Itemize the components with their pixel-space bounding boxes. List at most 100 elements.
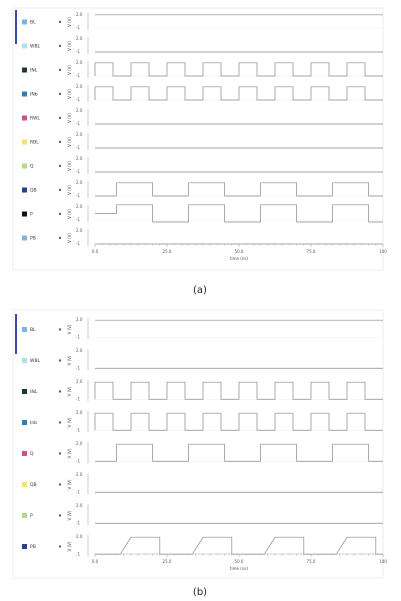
- selection-bar: [15, 314, 17, 354]
- y-tick-label: -1: [76, 365, 80, 370]
- legend-dot: [58, 212, 62, 216]
- legend-dot: [58, 20, 62, 24]
- y-tick-label: -1: [76, 396, 80, 401]
- y-axis-label: V (V): [67, 541, 72, 551]
- legend-swatch: [22, 420, 27, 425]
- signal-name: BL: [30, 327, 36, 333]
- signal-name: INb: [30, 92, 38, 98]
- y-tick-label: 2.0: [76, 132, 83, 137]
- y-tick-label: -1: [76, 145, 80, 150]
- legend-swatch: [22, 451, 27, 456]
- y-axis-label: V (V): [67, 209, 72, 219]
- signal-name: P: [30, 513, 33, 519]
- y-tick-label: -1: [76, 458, 80, 463]
- legend-swatch: [22, 513, 27, 518]
- y-axis-label: V (V): [67, 161, 72, 171]
- signal-name: P: [30, 212, 33, 218]
- selection-bar: [15, 10, 17, 44]
- x-tick-label: 25.0: [163, 559, 172, 564]
- y-tick-label: -1: [76, 121, 80, 126]
- signal-name: Q: [30, 164, 34, 170]
- legend-swatch: [22, 358, 27, 363]
- legend-swatch: [22, 235, 27, 241]
- y-axis-label: V (V): [67, 233, 72, 243]
- y-axis-label: V (V): [67, 137, 72, 147]
- legend-swatch: [22, 115, 27, 121]
- y-tick-label: 2.0: [76, 204, 83, 209]
- x-tick-label: 25.0: [163, 249, 172, 254]
- x-axis-label: time (ns): [230, 256, 248, 261]
- signal-name: QB: [30, 482, 37, 488]
- x-tick-label: 75.0: [307, 249, 316, 254]
- y-tick-label: 2.0: [76, 317, 83, 322]
- signal-name: INL: [30, 389, 38, 395]
- y-tick-label: 2.0: [76, 410, 83, 415]
- waveform: [94, 381, 383, 400]
- legend-swatch: [22, 91, 27, 97]
- y-tick-label: 2.0: [76, 503, 83, 508]
- y-tick-label: 2.0: [76, 348, 83, 353]
- signal-name: QB: [30, 188, 37, 194]
- y-tick-label: -1: [76, 427, 80, 432]
- legend-dot: [58, 452, 62, 455]
- panel-frame: [12, 7, 384, 271]
- legend-dot: [58, 236, 62, 240]
- y-axis-label: V (V): [67, 479, 72, 489]
- signal-name: BL: [30, 20, 36, 26]
- x-tick-label: 100: [379, 559, 387, 564]
- y-tick-label: -1: [76, 551, 80, 556]
- y-tick-label: -1: [76, 73, 80, 78]
- signal-name: PB: [30, 236, 36, 242]
- waveform: [95, 443, 383, 462]
- y-axis-label: V (V): [67, 113, 72, 123]
- legend-dot: [58, 514, 62, 517]
- x-tick-label: 100: [379, 249, 387, 254]
- y-tick-label: 2.0: [76, 84, 83, 89]
- legend-dot: [58, 116, 62, 120]
- panel-frame: [12, 309, 384, 579]
- y-tick-label: 2.0: [76, 180, 83, 185]
- y-axis-label: V (V): [67, 448, 72, 458]
- y-axis-label: V (V): [67, 417, 72, 427]
- signal-name: WBL: [30, 44, 41, 50]
- legend-dot: [58, 328, 62, 331]
- y-tick-label: -1: [76, 217, 80, 222]
- x-tick-label: 75.0: [307, 559, 316, 564]
- waveform: [95, 204, 383, 223]
- signal-name: PB: [30, 544, 36, 550]
- waveform: [94, 412, 383, 431]
- legend-swatch: [22, 211, 27, 217]
- legend-dot: [58, 44, 62, 48]
- x-axis-label: time (ns): [230, 566, 248, 571]
- legend-dot: [58, 164, 62, 168]
- legend-swatch: [22, 327, 27, 332]
- y-axis-label: V (V): [67, 355, 72, 365]
- legend-swatch: [22, 389, 27, 394]
- y-tick-label: 2.0: [76, 228, 83, 233]
- y-axis-label: V (V): [67, 386, 72, 396]
- y-axis-label: V (V): [67, 41, 72, 51]
- y-tick-label: -1: [76, 169, 80, 174]
- legend-swatch: [22, 19, 27, 25]
- y-axis-label: V (V): [67, 185, 72, 195]
- legend-dot: [58, 68, 62, 72]
- y-axis-label: V (V): [67, 17, 72, 27]
- legend-dot: [58, 545, 62, 548]
- legend-dot: [58, 140, 62, 144]
- legend-swatch: [22, 67, 27, 73]
- y-axis-label: V (V): [67, 89, 72, 99]
- y-tick-label: 2.0: [76, 441, 83, 446]
- y-tick-label: -1: [76, 241, 80, 246]
- waveform: [94, 62, 383, 77]
- signal-name: Inb: [30, 420, 37, 426]
- y-tick-label: 2.0: [76, 534, 83, 539]
- y-tick-label: -1: [76, 97, 80, 102]
- y-tick-label: 2.0: [76, 472, 83, 477]
- waveform: [94, 86, 383, 101]
- legend-dot: [58, 359, 62, 362]
- waveform: [95, 182, 383, 197]
- y-tick-label: -1: [76, 49, 80, 54]
- y-tick-label: 2.0: [76, 108, 83, 113]
- x-tick-label: 50.0: [235, 249, 244, 254]
- y-tick-label: 2.0: [76, 60, 83, 65]
